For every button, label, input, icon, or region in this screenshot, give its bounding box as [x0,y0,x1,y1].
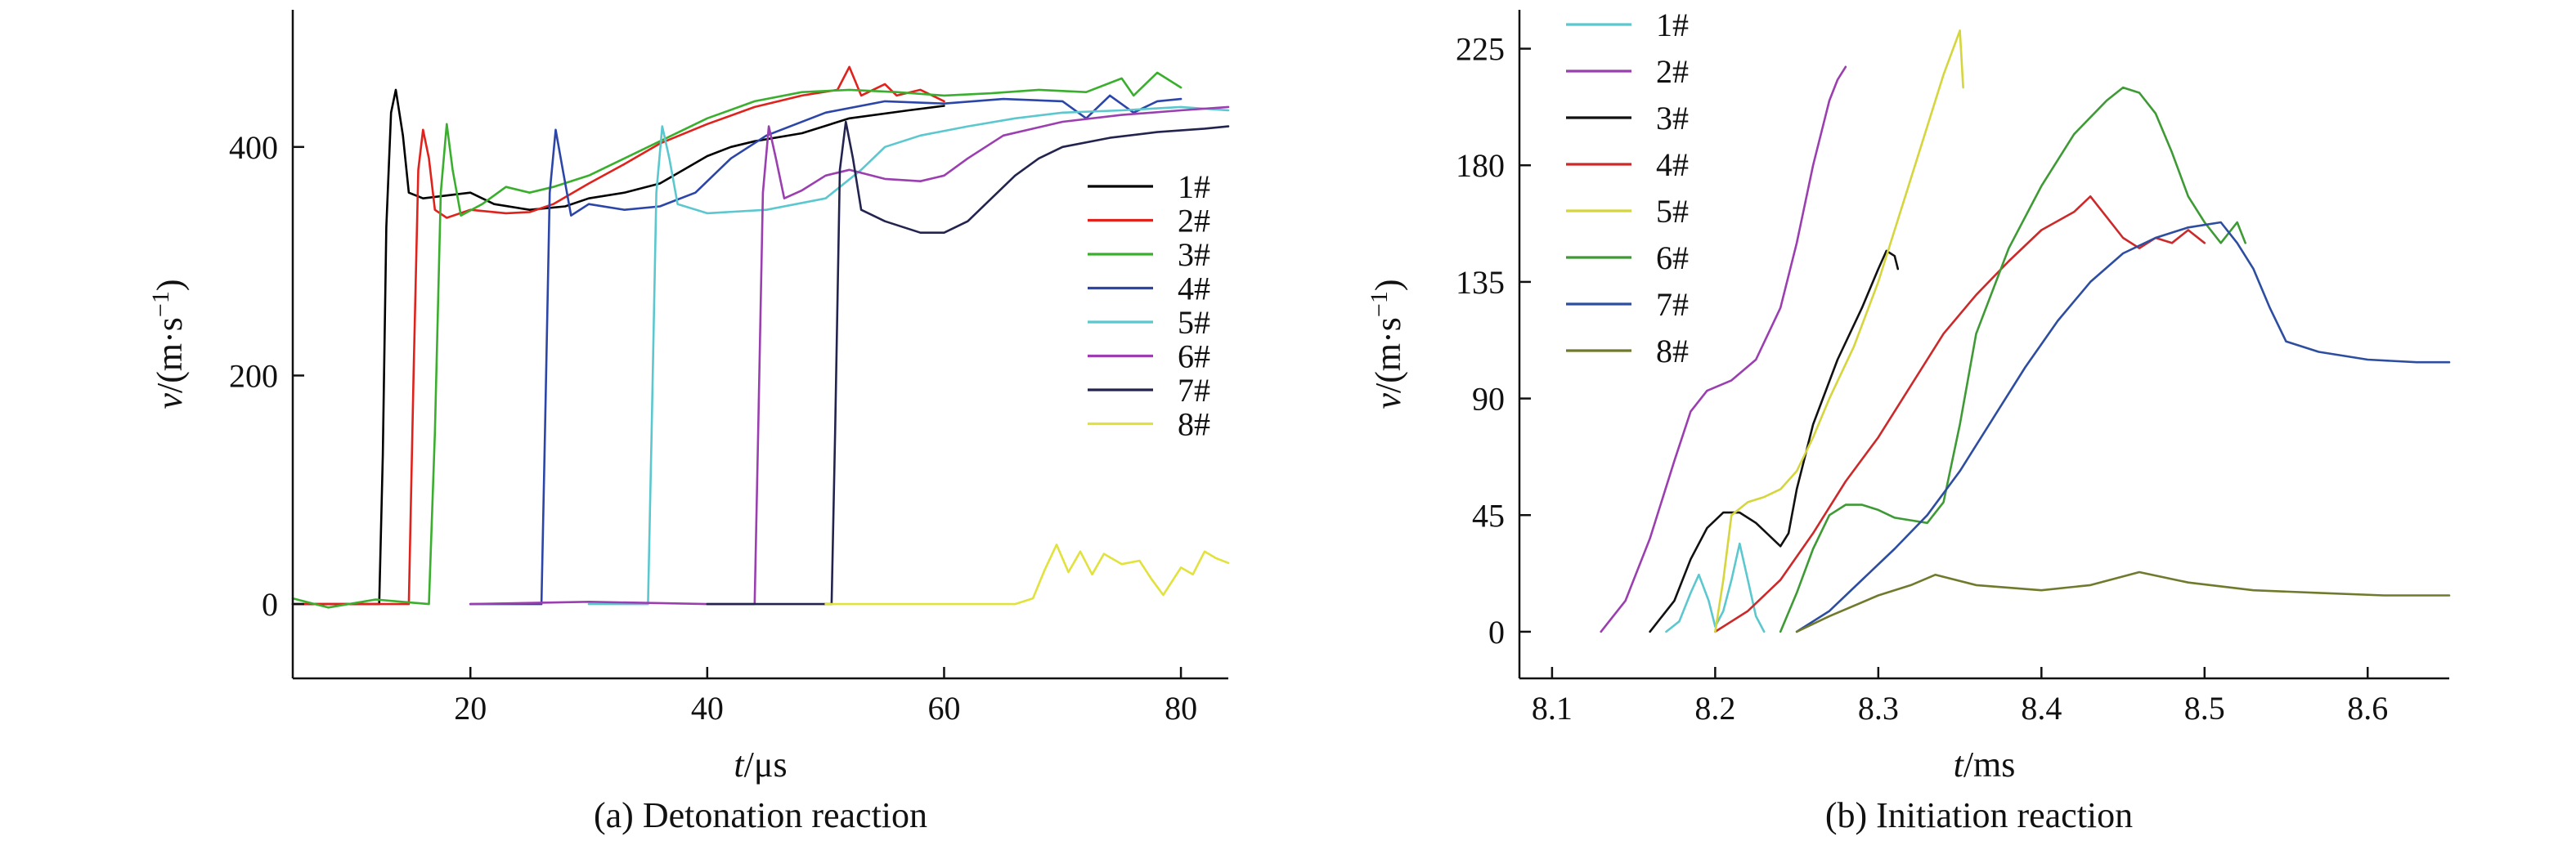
panel-a-legend-label-1: 1# [1178,168,1210,205]
panel-b-y-tick-label-3: 135 [1456,264,1505,301]
panel-b-y-tick-label-5: 225 [1456,31,1505,68]
panel-a-series-7-line [706,120,1230,606]
panel-b-x-tick-label-5: 8.6 [2347,690,2388,727]
panel-b-legend-label-5: 5# [1656,193,1689,230]
panel-a-series-5-line [587,105,1230,606]
panel-a-legend-label-7: 7# [1178,372,1210,409]
panel-b-legend-label-8: 8# [1656,333,1689,369]
panel-a-series-3-line [291,71,1183,609]
panel-b-x-tick-label-1: 8.2 [1694,690,1735,727]
panel-a-x-tick-label-2: 60 [927,690,960,727]
panel-b-legend-label-4: 4# [1656,146,1689,183]
panel-b-series-3-line [1649,249,1900,633]
panel-a-legend-label-3: 3# [1178,236,1210,273]
panel-a-y-tick-label-0: 0 [262,586,278,623]
panel-b: 8.1 8.2 8.3 8.4 8.5 8.6 0 45 90 135 180 225 t/ms v/(m… [1366,7,2451,835]
panel-a-caption: (a) Detonation reaction [594,795,927,835]
panel-b-y-tick-label-2: 90 [1472,381,1505,418]
panel-a-series-1-line [291,88,945,606]
panel-a-x-tick-label-0: 20 [454,690,487,727]
panel-a-legend-label-2: 2# [1178,203,1210,239]
panel-a-x-axis-label: t/μs [734,745,787,785]
panel-b-legend-label-7: 7# [1656,286,1689,323]
panel-b-legend-label-3: 3# [1656,100,1689,136]
panel-a-series-6-line [469,105,1230,606]
panel-b-series-4-line [1714,195,2206,633]
panel-b-x-tick-label-3: 8.4 [2021,690,2062,727]
panel-a-y-tick-label-1: 200 [229,357,278,394]
panel-a-series-2-line [291,65,945,606]
panel-b-series-1-line [1665,542,1766,633]
panel-b-y-tick-label-4: 180 [1456,147,1505,184]
panel-b-series-6-line [1779,86,2246,633]
panel-b-series-5-line [1714,29,1964,633]
panel-b-legend-label-2: 2# [1656,53,1689,90]
panel-a-legend-label-4: 4# [1178,271,1210,307]
panel-b-y-tick-label-0: 0 [1488,614,1505,651]
panel-a-x-tick-label-1: 40 [691,690,724,727]
panel-b-x-tick-label-0: 8.1 [1532,690,1573,727]
panel-a-y-tick-label-2: 400 [229,129,278,166]
panel-a-legend: 1#2#3#4#5#6#7#8# [1088,168,1210,443]
panel-a-legend-label-8: 8# [1178,406,1210,443]
panel-a-series-8-line [824,544,1230,606]
panel-b-y-axis-label: v/(m·s−1) [1366,280,1408,409]
panel-b-legend: 1# 2# 3# 4# 5# 6# 7# 8# [1566,7,1689,369]
panel-b-caption: (b) Initiation reaction [1825,795,2133,835]
panel-a-y-axis-label: v/(m·s−1) [147,280,190,409]
panel-a-series-4-line [469,94,1183,606]
panel-a-x-tick-label-3: 80 [1165,690,1197,727]
panel-b-x-tick-label-4: 8.5 [2184,690,2225,727]
panel-b-y-tick-label-1: 45 [1472,497,1505,534]
panel-b-legend-label-1: 1# [1656,7,1689,43]
panel-a-legend-label-6: 6# [1178,338,1210,375]
panel-b-legend-label-6: 6# [1656,239,1689,276]
panel-b-x-axis-label: t/ms [1954,745,2016,785]
panel-b-series-8-line [1795,570,2451,633]
panel-a-legend-label-5: 5# [1178,304,1210,341]
panel-b-series-2-line [1600,65,1847,633]
panel-a: 20 40 60 80 0 200 400 t/μs v/(m·s−1) 1#2#3#4#5#6#… [147,10,1230,835]
panel-b-x-tick-label-2: 8.3 [1858,690,1899,727]
panel-b-series-7-line [1795,221,2451,633]
